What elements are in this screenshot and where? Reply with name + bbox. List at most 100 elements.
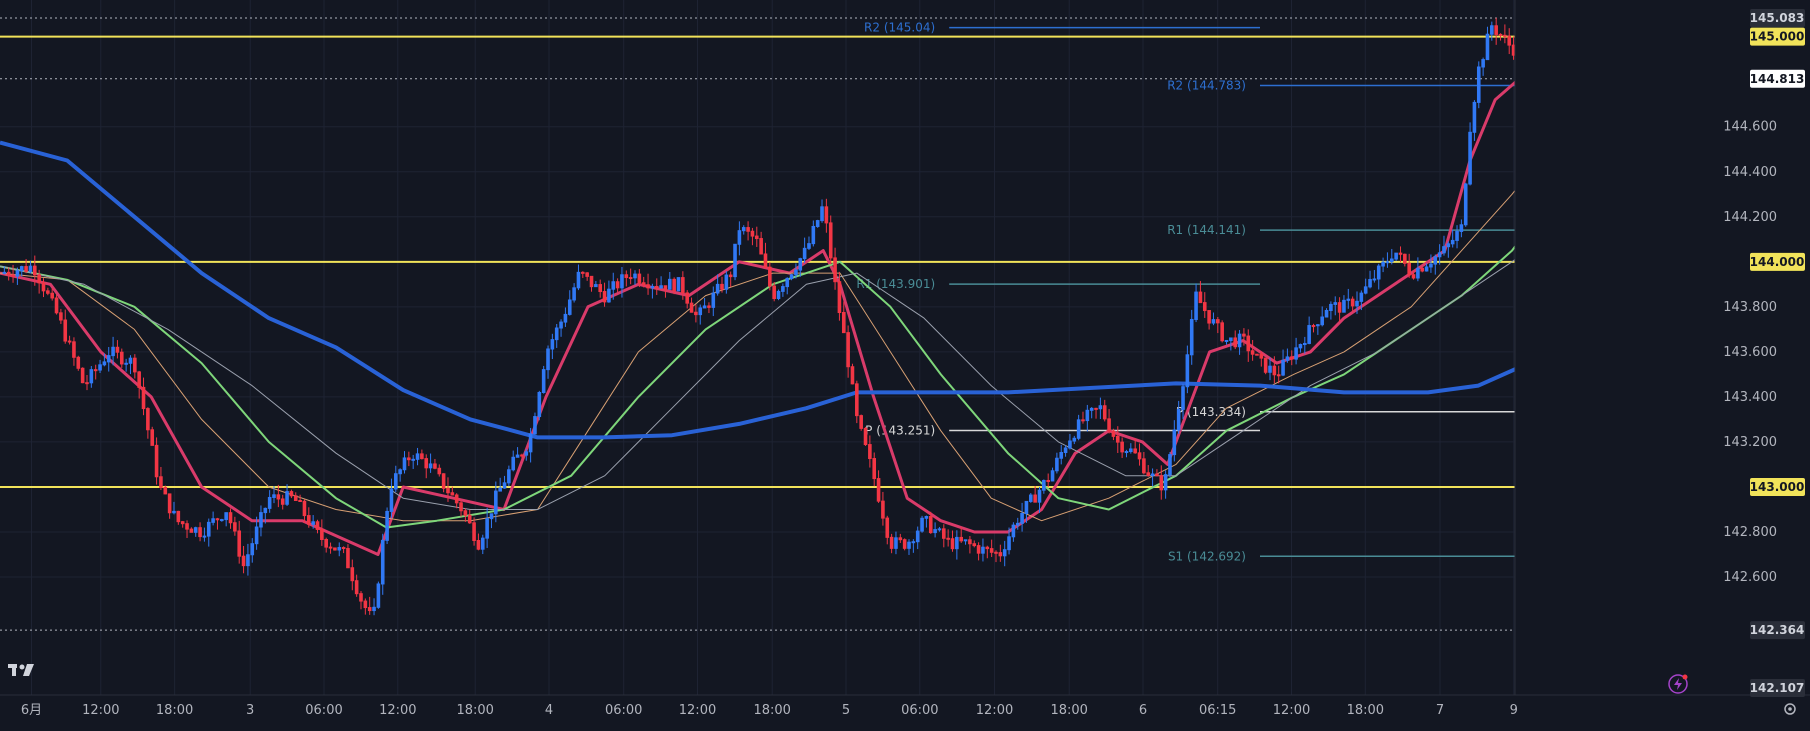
- candle-body: [333, 547, 337, 551]
- y-tick-label: 143.800: [1723, 300, 1777, 315]
- price-badge-box: [1750, 27, 1805, 46]
- moving-average-line-2: [0, 126, 1567, 522]
- candle-body: [676, 277, 681, 292]
- candle-body: [302, 500, 307, 517]
- candle-body: [781, 286, 785, 292]
- candle-body: [811, 225, 816, 245]
- candle-body: [759, 238, 763, 255]
- candle-body: [789, 274, 794, 279]
- candle-body: [315, 521, 320, 530]
- candle-body: [89, 369, 94, 384]
- candle-body: [937, 528, 942, 531]
- x-tick-label: 12:00: [976, 703, 1013, 718]
- candle-body: [346, 548, 350, 569]
- candle-body: [998, 552, 1003, 557]
- y-tick-label: 142.800: [1723, 525, 1777, 540]
- x-tick-label: 5: [842, 703, 850, 718]
- candle-body: [737, 230, 742, 245]
- settings-gear-icon[interactable]: [1784, 703, 1796, 715]
- candle-body: [1276, 374, 1281, 377]
- candle-body: [889, 536, 894, 549]
- lightning-icon[interactable]: [1668, 674, 1688, 694]
- candle-body: [133, 357, 137, 373]
- candle-body: [372, 606, 376, 612]
- candle-body: [1407, 262, 1411, 276]
- candle-body: [167, 493, 172, 514]
- candle-body: [489, 513, 494, 520]
- x-tick-label: 18:00: [156, 703, 193, 718]
- candle-body: [154, 444, 159, 478]
- candle-body: [141, 386, 146, 410]
- candle-body: [1181, 386, 1185, 410]
- candle-body: [881, 500, 885, 519]
- candle-body: [146, 408, 150, 431]
- candle-body: [1081, 419, 1085, 422]
- candle-body: [915, 530, 920, 543]
- candle-body: [1333, 302, 1338, 305]
- candle-body: [1263, 357, 1268, 373]
- candle-body: [1368, 279, 1372, 288]
- candle-body: [1224, 339, 1229, 342]
- candle-body: [98, 364, 102, 371]
- candle-body: [1324, 309, 1329, 318]
- price-badge-box: [1750, 69, 1805, 88]
- candle-body: [198, 527, 202, 538]
- pivot-label: P (143.334): [1176, 405, 1246, 419]
- candle-body: [289, 491, 294, 497]
- candle-body: [1255, 353, 1259, 356]
- candle-body: [1194, 291, 1198, 320]
- candle-body: [1216, 319, 1220, 324]
- candle-body: [172, 510, 176, 514]
- candle-body: [989, 548, 994, 553]
- candle-body: [567, 299, 572, 315]
- candle-body: [285, 491, 289, 505]
- candle-body: [1329, 303, 1333, 311]
- x-tick-label: 06:00: [305, 703, 342, 718]
- candle-body: [859, 415, 863, 429]
- y-tick-label: 144.400: [1723, 165, 1777, 180]
- moving-averages: [0, 69, 1567, 556]
- candle-body: [585, 272, 589, 277]
- candle-body: [1220, 322, 1224, 342]
- candle-body: [1142, 458, 1146, 474]
- price-badge-box: [1750, 679, 1805, 697]
- candle-body: [920, 517, 924, 532]
- candle-body: [750, 230, 755, 237]
- candle-body: [898, 537, 903, 541]
- candle-body: [206, 521, 211, 537]
- x-tick-label: 6: [1139, 703, 1147, 718]
- candle-body: [515, 454, 520, 458]
- candle-body: [1115, 435, 1120, 443]
- candle-body: [507, 469, 511, 484]
- candle-body: [963, 539, 968, 542]
- candle-body: [698, 307, 703, 316]
- tradingview-logo-icon[interactable]: [8, 664, 34, 676]
- candle-body: [1202, 302, 1207, 312]
- candle-body: [76, 356, 81, 369]
- candle-body: [702, 305, 707, 309]
- candle-body: [1498, 33, 1503, 36]
- candle-body: [398, 469, 402, 475]
- candle-body: [1185, 354, 1190, 388]
- candle-body: [594, 284, 598, 288]
- candle-body: [733, 243, 737, 278]
- candle-body: [763, 253, 768, 268]
- candle-body: [1472, 101, 1477, 133]
- candle-body: [254, 526, 259, 545]
- candle-body: [32, 265, 37, 276]
- candle-body: [1268, 365, 1272, 373]
- candle-body: [850, 366, 855, 385]
- candle-body: [1055, 457, 1059, 472]
- candle-body: [972, 543, 977, 547]
- candle-body: [24, 266, 28, 272]
- candle-body: [1076, 419, 1081, 439]
- moving-average-line-1: [0, 69, 1567, 556]
- candle-body: [1211, 319, 1216, 324]
- candle-body: [659, 285, 663, 289]
- candle-body: [1468, 131, 1472, 185]
- candle-body: [1072, 437, 1077, 442]
- candle-body: [1007, 536, 1011, 551]
- candle-body: [728, 274, 733, 278]
- candle-body: [480, 537, 485, 550]
